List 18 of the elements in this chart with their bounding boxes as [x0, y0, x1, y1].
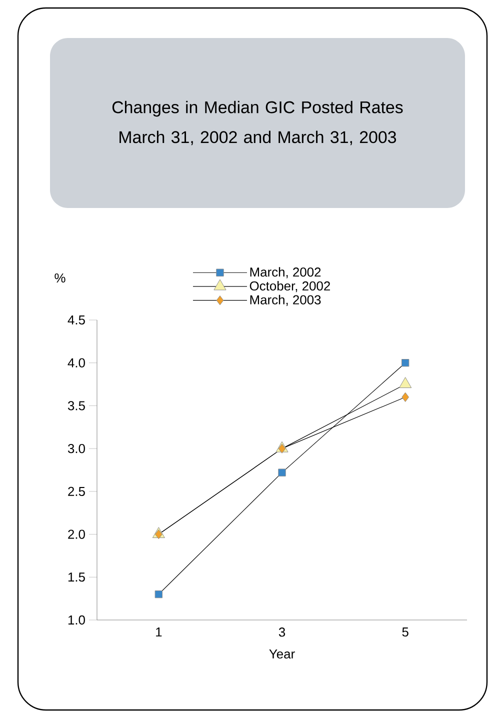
y-tick-label: 4.5: [68, 315, 85, 325]
chart-title: Changes in Median GIC Posted Rates: [112, 100, 403, 117]
legend-label: March, 2002: [250, 267, 321, 278]
x-axis-title: Year: [269, 650, 295, 659]
x-tick-label: 5: [402, 628, 408, 637]
legend-label: October, 2002: [250, 281, 330, 292]
y-tick-label: 1.0: [68, 615, 85, 625]
y-axis-title: %: [54, 273, 66, 283]
chart-subtitle: March 31, 2002 and March 31, 2003: [120, 130, 396, 146]
y-tick-label: 1.5: [68, 572, 85, 582]
x-tick-label: 3: [278, 628, 286, 637]
y-tick-label: 3.0: [68, 444, 85, 454]
y-tick-label: 2.5: [68, 486, 85, 496]
y-tick-label: 4.0: [68, 358, 85, 368]
legend-label: March, 2003: [250, 294, 321, 306]
y-tick-label: 3.5: [68, 401, 85, 410]
x-tick-label: 1: [156, 628, 162, 636]
y-tick-label: 2.0: [68, 530, 85, 539]
